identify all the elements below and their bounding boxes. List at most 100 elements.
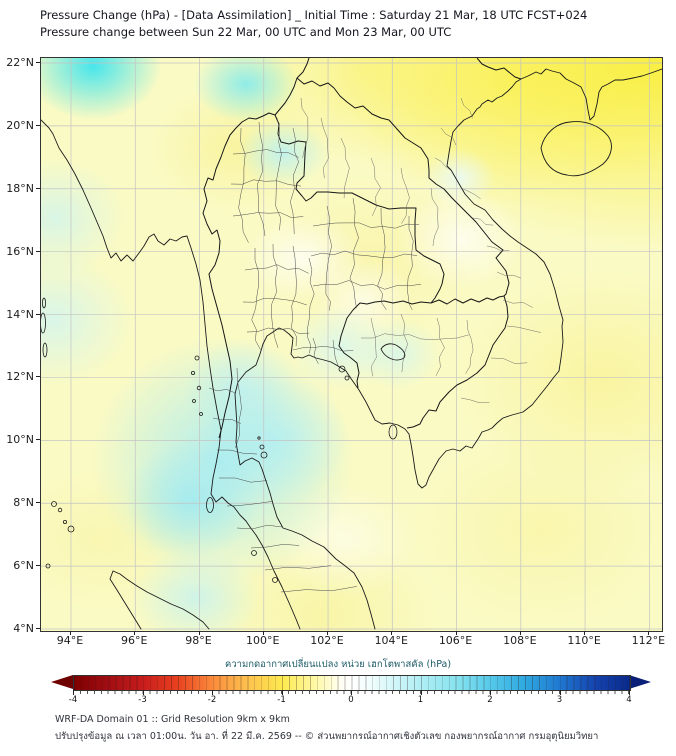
- neighbor-province-boundary: [320, 117, 329, 179]
- x-axis-label: 104°E: [374, 634, 409, 647]
- coastline-west: [41, 119, 301, 630]
- neighbor-province-boundary: [460, 97, 473, 119]
- x-axis-label: 106°E: [438, 634, 473, 647]
- border-mekong-north: [274, 77, 298, 116]
- y-axis-tick: [36, 376, 40, 378]
- x-axis-label: 112°E: [631, 634, 666, 647]
- x-axis-tick: [584, 631, 586, 635]
- x-axis-label: 100°E: [246, 634, 280, 647]
- y-axis-tick: [36, 250, 40, 252]
- neighbor-province-boundary: [370, 157, 381, 216]
- y-axis-tick: [36, 62, 40, 63]
- x-axis-tick: [70, 631, 71, 635]
- province-boundary: [349, 197, 359, 309]
- colorbar-tick-label: 2: [487, 695, 493, 705]
- footer-update-info: ปรับปรุงข้อมูล ณ เวลา 01:00น. วัน อา. ที…: [55, 731, 599, 742]
- province-boundary: [332, 339, 339, 366]
- province-boundary: [250, 544, 300, 549]
- colorbar-major-tick: [281, 690, 283, 695]
- colorbar-right-arrow: [629, 675, 651, 689]
- province-boundary: [219, 477, 268, 483]
- y-axis-label: 10°N: [6, 433, 34, 447]
- y-axis-tick: [36, 187, 40, 189]
- x-axis-label: 94°E: [56, 634, 84, 647]
- neighbor-province-boundary: [460, 187, 481, 199]
- islands: [41, 297, 398, 583]
- province-boundary: [290, 127, 299, 235]
- neighbor-province-boundary: [434, 157, 451, 171]
- province-boundary: [312, 222, 420, 229]
- colorbar-tick-label: -3: [138, 695, 147, 705]
- border-thailand-laos: [274, 114, 445, 304]
- coastline-sumatra: [109, 570, 210, 630]
- footer-domain-info: WRF-DA Domain 01 :: Grid Resolution 9km …: [55, 714, 290, 725]
- country-borders: [202, 58, 522, 439]
- province-boundary: [291, 245, 297, 347]
- y-axis-label: 8°N: [13, 496, 34, 510]
- pressure-change-field: [41, 58, 662, 631]
- province-boundary: [280, 586, 357, 593]
- y-axis-tick: [36, 502, 40, 504]
- x-axis-label: 96°E: [121, 634, 148, 647]
- border-laos-vietnam: [333, 87, 510, 297]
- coastline-hainan: [540, 121, 612, 177]
- province-boundary: [271, 243, 279, 348]
- colorbar-major-tick: [629, 690, 630, 695]
- province-boundary: [216, 449, 258, 455]
- neighbor-province-boundary: [400, 167, 410, 224]
- y-axis-label: 20°N: [6, 118, 34, 132]
- province-boundary: [251, 248, 261, 350]
- x-axis-tick: [327, 631, 329, 635]
- neighbor-province-boundary: [430, 187, 439, 247]
- province-boundary: [407, 216, 414, 310]
- colorbar-left-arrow: [51, 675, 73, 689]
- coastlines: [41, 68, 662, 630]
- colorbar-major-tick: [142, 690, 144, 695]
- neighbor-province-boundary: [440, 127, 457, 146]
- province-boundary: [230, 179, 302, 187]
- province-boundary: [238, 127, 249, 243]
- border-laos-cambodia: [430, 295, 505, 305]
- colorbar-tick-label: 3: [556, 695, 563, 705]
- province-boundary: [212, 417, 241, 424]
- colorbar-tick-label: 0: [348, 695, 354, 705]
- province-boundary: [310, 250, 418, 258]
- colorbar-major-tick: [420, 690, 422, 695]
- y-axis-label: 16°N: [6, 244, 34, 258]
- province-boundary: [244, 264, 309, 274]
- colorbar-major-tick: [490, 690, 491, 695]
- border-china-laos: [296, 58, 335, 89]
- y-axis-tick: [36, 565, 40, 567]
- y-axis-label: 12°N: [6, 370, 34, 384]
- province-boundary: [232, 149, 299, 158]
- province-boundary: [226, 500, 273, 507]
- border-cambodia-vietnam: [406, 295, 509, 429]
- neighbor-province-boundary: [340, 137, 350, 199]
- x-axis-tick: [519, 631, 521, 635]
- neighbor-province-boundary: [300, 97, 309, 158]
- y-axis-tick: [36, 313, 40, 315]
- neighbor-province-boundaries: [300, 97, 541, 404]
- neighbor-province-boundary: [400, 313, 408, 373]
- y-axis-label: 4°N: [13, 622, 34, 635]
- x-axis-tick: [134, 631, 136, 635]
- neighbor-province-boundary: [361, 333, 469, 340]
- neighbor-province-boundary: [370, 317, 377, 377]
- map-plot-area: [40, 57, 663, 632]
- map-overlay-svg: [41, 58, 662, 631]
- neighbor-province-boundary: [465, 319, 474, 374]
- x-axis-label: 110°E: [567, 634, 601, 647]
- colorbar-major-tick: [73, 690, 74, 695]
- province-boundary: [236, 524, 284, 530]
- x-axis-label: 108°E: [503, 634, 537, 647]
- colorbar-major-tick: [212, 690, 213, 695]
- province-boundary: [292, 346, 354, 352]
- colorbar-tick-label: 4: [626, 695, 632, 705]
- x-axis-tick: [198, 631, 200, 635]
- province-boundaries: [208, 117, 422, 593]
- x-axis-label: 98°E: [185, 634, 212, 647]
- colorbar-tick-label: -1: [277, 695, 286, 705]
- province-boundary: [235, 367, 242, 448]
- border-thailand-cambodia: [338, 300, 432, 389]
